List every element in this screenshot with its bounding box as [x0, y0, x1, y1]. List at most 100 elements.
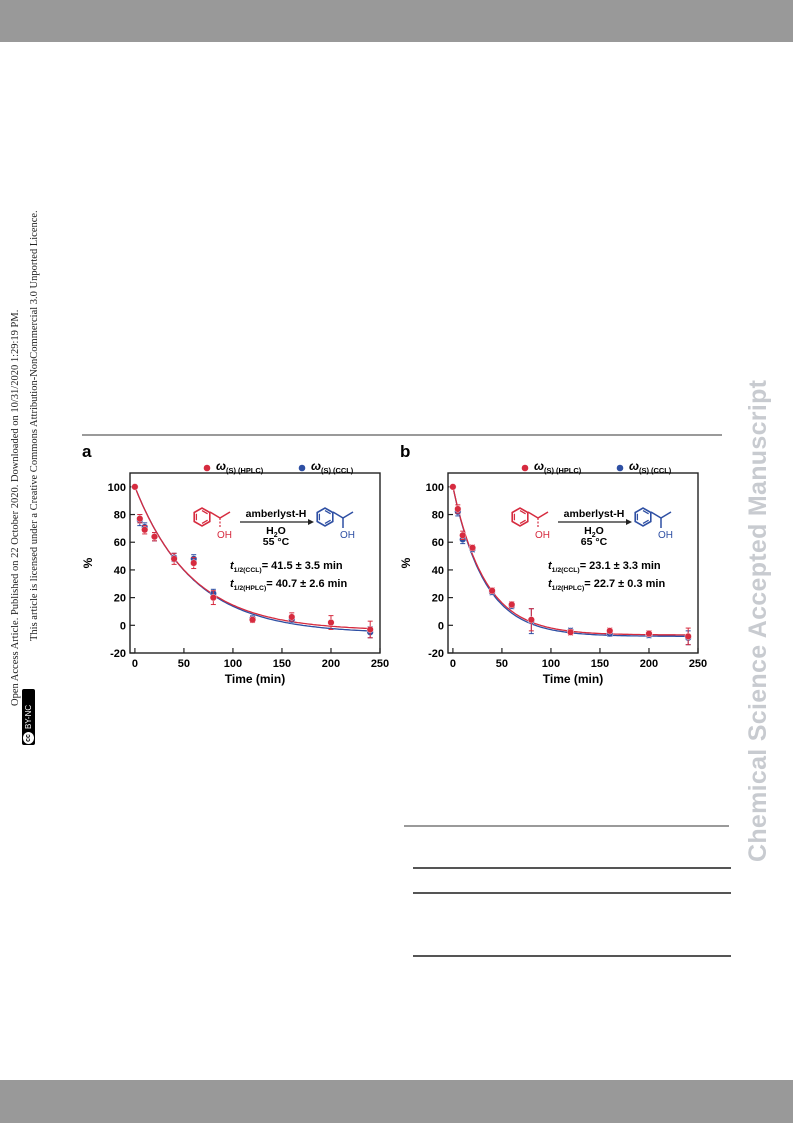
product-double-bond — [642, 519, 649, 525]
data-point-hplc — [288, 613, 296, 621]
half-life-annotation: t1/2(CCL)= 41.5 ± 3.5 min — [230, 560, 343, 574]
y-axis-label: % — [399, 557, 413, 568]
y-tick-label: 80 — [114, 510, 126, 522]
product-oh: OH — [340, 530, 355, 541]
figure-top-rule — [82, 434, 722, 436]
solvent-label: H2O — [584, 525, 604, 539]
data-point-hplc — [170, 555, 178, 563]
x-tick-label: 0 — [132, 658, 138, 670]
legend-label-ccl: ω(S) (CCL) — [311, 459, 354, 475]
half-life-annotation: t1/2(CCL)= 23.1 ± 3.3 min — [548, 560, 661, 574]
product-double-bond — [324, 509, 331, 515]
temperature-label: 55 °C — [263, 536, 290, 548]
reagent-label: amberlyst-H — [564, 508, 625, 520]
solvent-label: H2O — [266, 525, 286, 539]
y-tick-label: 0 — [438, 620, 444, 632]
licence-notice[interactable]: This article is licensed under a Creativ… — [29, 210, 40, 641]
reactant-bond — [527, 511, 539, 519]
half-life-annotation: t1/2(HPLC)= 22.7 ± 0.3 min — [548, 578, 665, 592]
reactant-bond — [209, 511, 221, 519]
reactant-double-bond — [519, 519, 526, 525]
open-access-notice: Open Access Article. Published on 22 Oct… — [10, 309, 21, 706]
x-tick-label: 50 — [496, 658, 508, 670]
header-bar — [0, 0, 793, 42]
x-tick-label: 100 — [224, 658, 242, 670]
data-point-hplc — [459, 531, 467, 539]
data-point-hplc — [366, 625, 374, 633]
data-point-hplc — [684, 632, 692, 640]
half-life-annotation: t1/2(HPLC)= 40.7 ± 2.6 min — [230, 578, 347, 592]
plot-frame — [129, 472, 381, 654]
data-point-hplc — [645, 630, 653, 638]
product-bond — [332, 511, 344, 519]
y-axis-label: % — [81, 557, 95, 568]
y-tick-label: 0 — [120, 620, 126, 632]
y-tick-label: 20 — [114, 593, 126, 605]
y-tick-label: 60 — [114, 537, 126, 549]
x-axis-label: Time (min) — [543, 672, 603, 686]
x-tick-label: 250 — [371, 658, 389, 670]
reactant-double-bond — [201, 509, 208, 515]
data-point-hplc — [527, 616, 535, 624]
legend-marker-hplc — [521, 464, 529, 472]
data-point-hplc — [454, 505, 462, 513]
product-oh: OH — [658, 530, 673, 541]
journal-watermark: Chemical Science Accepted Manuscript — [744, 379, 772, 862]
temperature-label: 65 °C — [581, 536, 608, 548]
data-point-hplc — [449, 483, 457, 491]
data-point-hplc — [209, 594, 217, 602]
x-tick-label: 250 — [689, 658, 707, 670]
chart-panel-a: a -20 0 20 40 60 80 100 0 50 100 150 200 250 Time (min… — [80, 440, 400, 700]
legend-label-hplc: ω(S) (HPLC) — [216, 459, 264, 475]
x-tick-label: 50 — [178, 658, 190, 670]
chart-panel-b: b -20 0 20 40 60 80 100 0 50 100 150 200 250 Time (min… — [398, 440, 718, 700]
x-tick-label: 200 — [322, 658, 340, 670]
y-tick-label: 40 — [114, 565, 126, 577]
data-point-hplc — [508, 601, 516, 609]
plot-frame — [447, 472, 699, 654]
reactant-bond — [537, 511, 549, 519]
y-tick-label: 100 — [108, 482, 126, 494]
cc-by-nc-badge[interactable]: cc BY-NC — [22, 689, 35, 745]
legend-marker-hplc — [203, 464, 211, 472]
product-bond — [650, 511, 662, 519]
reaction-arrowhead — [626, 519, 632, 525]
chart-a: a -20 0 20 40 60 80 100 0 50 100 150 200 250 Time (min… — [81, 442, 389, 686]
legend-marker-ccl — [298, 464, 306, 472]
x-axis-label: Time (min) — [225, 672, 285, 686]
data-point-hplc — [141, 526, 149, 534]
reagent-label: amberlyst-H — [246, 508, 307, 520]
reactant-oh: OH — [535, 530, 550, 541]
badge-label: BY-NC — [24, 704, 33, 729]
legend-marker-ccl — [616, 464, 624, 472]
legend-label-hplc: ω(S) (HPLC) — [534, 459, 582, 475]
reaction-arrowhead — [308, 519, 314, 525]
y-tick-label: 100 — [426, 482, 444, 494]
y-tick-label: 20 — [432, 593, 444, 605]
data-point-hplc — [567, 628, 575, 636]
cc-icon: cc — [23, 732, 34, 744]
data-point-hplc — [131, 483, 139, 491]
reactant-oh: OH — [217, 530, 232, 541]
chart-b: b -20 0 20 40 60 80 100 0 50 100 150 200 250 Time (min… — [399, 442, 707, 686]
product-bond — [342, 511, 354, 519]
x-tick-label: 150 — [273, 658, 291, 670]
reactant-double-bond — [201, 519, 208, 525]
data-point-hplc — [488, 587, 496, 595]
y-tick-label: -20 — [428, 648, 444, 660]
table-rule-4 — [413, 955, 731, 957]
data-point-hplc — [249, 616, 257, 624]
panel-label: b — [400, 442, 410, 461]
x-tick-label: 100 — [542, 658, 560, 670]
legend-label-ccl: ω(S) (CCL) — [629, 459, 672, 475]
footer-bar — [0, 1080, 793, 1123]
product-double-bond — [324, 519, 331, 525]
y-tick-label: 60 — [432, 537, 444, 549]
x-tick-label: 0 — [450, 658, 456, 670]
table-rule-1 — [404, 825, 729, 827]
data-point-hplc — [469, 544, 477, 552]
data-point-hplc — [151, 533, 159, 541]
data-point-hplc — [606, 627, 614, 635]
x-tick-label: 200 — [640, 658, 658, 670]
data-point-hplc — [327, 619, 335, 627]
